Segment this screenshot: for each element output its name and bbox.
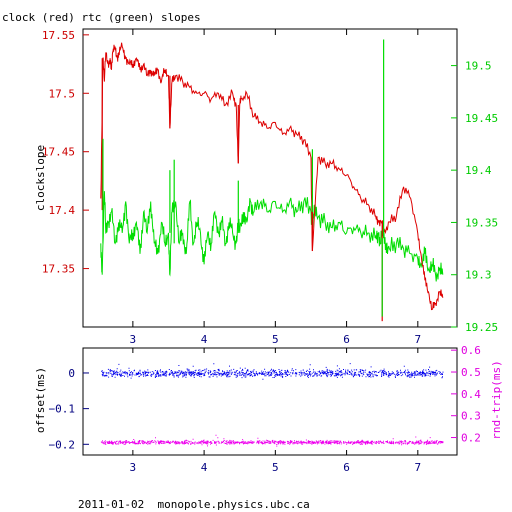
top-panel: 3 4 5 6 7 17.35 17.4 17.45 17.5 17.55 19.25 19.3 19.… <box>34 28 498 346</box>
top-x-tick-label: 4 <box>201 333 208 346</box>
bottom-y-axis-label: offset(ms) <box>34 367 47 433</box>
top-y-axis-label: clockslope <box>34 145 47 211</box>
bottom-y2-tick-label: 0.5 <box>461 366 481 379</box>
footer-text: 2011-01-02 monopole.physics.ubc.ca <box>78 498 310 511</box>
bottom-x-tick-label: 3 <box>130 461 137 474</box>
top-y2-tick-label: 19.5 <box>465 60 492 73</box>
bottom-plot-frame <box>82 347 458 456</box>
bottom-y2-axis-label: rnd-trip(ms) <box>490 360 503 439</box>
top-plot-frame <box>82 28 458 328</box>
top-y2-tick-label: 19.3 <box>465 269 492 282</box>
bottom-x-tick-label: 4 <box>201 461 208 474</box>
bottom-panel: 3 4 5 6 7 −0.2 −0.1 0 0.2 0.3 0.4 0.5 0.6 offset(ms)… <box>34 344 503 474</box>
top-y2-tick-label: 19.35 <box>465 216 498 229</box>
top-series-layer <box>100 39 444 322</box>
bottom-x-tick-label: 7 <box>415 461 422 474</box>
bottom-y2-tick-label: 0.6 <box>461 344 481 357</box>
top-x-tick-label: 3 <box>130 333 137 346</box>
top-y2-tick-label: 19.25 <box>465 321 498 334</box>
bottom-y2-tick-label: 0.2 <box>461 432 481 445</box>
bottom-axes-layer: 3 4 5 6 7 −0.2 −0.1 0 0.2 0.3 0.4 0.5 0.6 <box>49 344 482 474</box>
chart-title: clock (red) rtc (green) slopes <box>2 11 201 24</box>
top-y-tick-label: 17.5 <box>49 87 76 100</box>
top-axes-layer: 3 4 5 6 7 17.35 17.4 17.45 17.5 17.55 19.25 19.3 19.… <box>42 29 498 346</box>
bottom-y2-tick-label: 0.3 <box>461 410 481 423</box>
bottom-y-tick-label: −0.1 <box>49 403 76 416</box>
bottom-y-tick-label: −0.2 <box>49 438 76 451</box>
top-y2-tick-label: 19.45 <box>465 112 498 125</box>
top-x-tick-label: 6 <box>343 333 350 346</box>
top-y-tick-label: 17.35 <box>42 263 75 276</box>
offset-points <box>101 363 444 380</box>
top-y2-tick-label: 19.4 <box>465 164 492 177</box>
rnd-trip-points <box>100 434 444 447</box>
bottom-y2-tick-label: 0.4 <box>461 388 481 401</box>
bottom-x-tick-label: 5 <box>272 461 279 474</box>
bottom-series-layer <box>100 363 444 447</box>
top-y-tick-label: 17.4 <box>49 204 76 217</box>
top-x-tick-label: 5 <box>272 333 279 346</box>
top-x-tick-label: 7 <box>415 333 422 346</box>
top-y-tick-label: 17.45 <box>42 146 75 159</box>
top-y-tick-label: 17.55 <box>42 29 75 42</box>
bottom-y-tick-label: 0 <box>68 367 75 380</box>
bottom-x-tick-label: 6 <box>343 461 350 474</box>
